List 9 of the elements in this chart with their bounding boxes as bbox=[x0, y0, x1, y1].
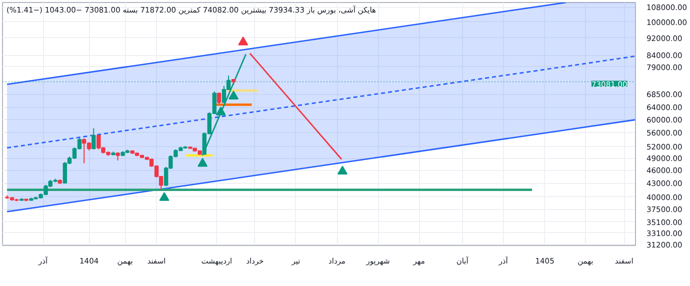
candlestick bbox=[216, 92, 222, 105]
point bbox=[198, 158, 208, 167]
point bbox=[159, 192, 170, 201]
candlestick bbox=[62, 162, 68, 184]
candlestick bbox=[92, 128, 96, 150]
point bbox=[238, 36, 248, 46]
point bbox=[216, 106, 226, 116]
point bbox=[228, 90, 239, 100]
point bbox=[337, 166, 348, 175]
